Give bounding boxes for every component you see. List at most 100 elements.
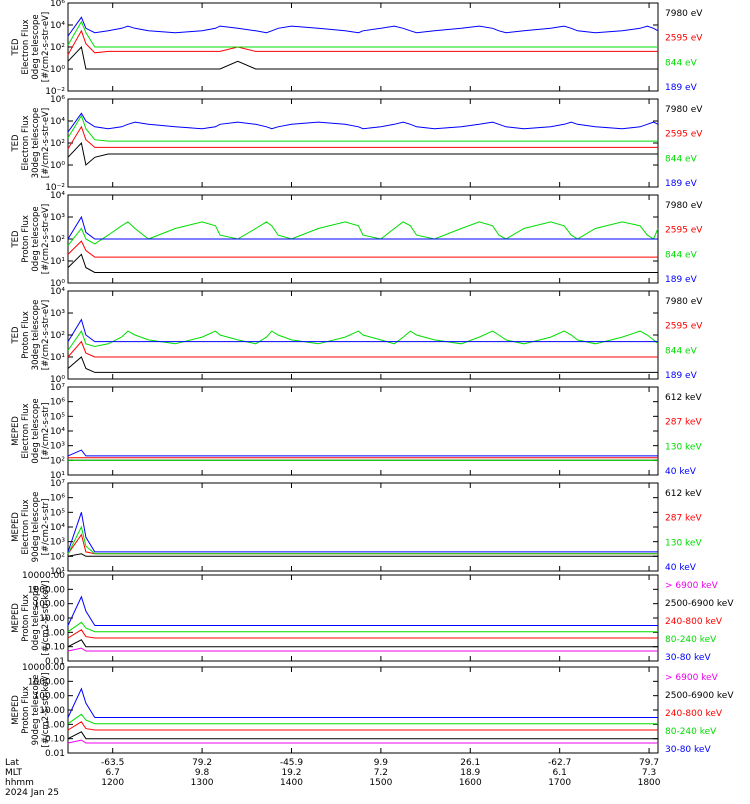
- legend-label: 189 eV: [665, 179, 698, 189]
- footer-lat: -45.9: [280, 758, 304, 768]
- legend-label: 7980 eV: [665, 297, 703, 307]
- series-line: [67, 16, 659, 37]
- y-axis-label-line: [#/cm2-s-str]: [41, 499, 51, 556]
- y-axis-label-line: MEPED: [11, 416, 21, 446]
- series-line: [67, 595, 658, 626]
- footer-mlt: 7.3: [642, 768, 656, 778]
- y-tick-label: 10⁻²: [45, 87, 65, 97]
- footer-row-label: MLT: [5, 768, 23, 778]
- legend-label: 2500-6900 keV: [665, 691, 734, 701]
- footer-hhmm: 1600: [459, 778, 482, 788]
- y-tick-label: 10⁰: [50, 161, 65, 171]
- legend-label: 80-240 keV: [665, 727, 717, 737]
- legend-label: 287 keV: [665, 418, 702, 428]
- footer-mlt: 9.8: [195, 768, 210, 778]
- y-axis-label-line: 30deg telescope: [31, 108, 41, 179]
- series-line: [67, 629, 658, 639]
- plot-frame: [67, 482, 659, 572]
- y-axis-label-line: Proton Flux: [21, 311, 31, 359]
- y-axis-label-line: TED: [11, 326, 21, 345]
- y-tick-label: 10³: [50, 538, 65, 548]
- footer-lat: 26.1: [460, 758, 480, 768]
- footer-lat: 79.7: [639, 758, 659, 768]
- legend-label: 40 keV: [665, 467, 697, 477]
- y-axis-label-line: [#/cm2-s-str-eV]: [41, 12, 51, 82]
- y-tick-label: 10²: [50, 43, 65, 53]
- legend-label: 287 keV: [665, 514, 702, 524]
- y-tick-label: 10⁶: [50, 494, 65, 504]
- series-line: [67, 114, 658, 142]
- y-tick-label: 10⁴: [50, 117, 65, 127]
- legend-label: 130 keV: [665, 442, 702, 452]
- y-axis-label: MEPEDProton Flux0deg telescope[#/cm2-s-s…: [11, 581, 51, 656]
- y-tick-label: 10.00: [39, 706, 65, 716]
- y-tick-label: 10⁻²: [45, 183, 65, 193]
- y-tick-label: 10⁰: [50, 65, 65, 75]
- footer-lat: 79.2: [192, 758, 212, 768]
- y-axis-label-line: TED: [11, 230, 21, 249]
- y-axis-label-line: 90deg telescope: [31, 675, 41, 746]
- footer-row-label: hhmm: [5, 778, 34, 788]
- y-tick-label: 10.00: [39, 614, 65, 624]
- series-line: [67, 45, 658, 70]
- y-axis-label-line: 90deg telescope: [31, 492, 41, 563]
- y-axis-label: TEDElectron Flux30deg telescope[#/cm2-s-…: [11, 108, 51, 179]
- legend-label: 40 keV: [665, 563, 697, 573]
- legend-label: 7980 eV: [665, 105, 703, 115]
- y-axis-label-line: Proton Flux: [21, 594, 31, 642]
- series-line: [67, 713, 658, 725]
- series-line: [67, 356, 658, 373]
- y-tick-label: 10⁶: [50, 95, 65, 105]
- footer-mlt: 6.1: [553, 768, 567, 778]
- legend-label: 240-800 keV: [665, 709, 723, 719]
- y-tick-label: 10⁷: [50, 383, 65, 393]
- y-tick-label: 1.00: [45, 720, 65, 730]
- plot-frame: [67, 386, 659, 476]
- legend-label: 612 keV: [665, 393, 702, 403]
- y-axis-label: TEDProton Flux30deg telescope[#/cm2-s-st…: [11, 300, 51, 371]
- y-axis-label-line: Electron Flux: [21, 499, 31, 554]
- legend-label: 7980 eV: [665, 9, 703, 19]
- y-axis-label: TEDElectron Flux0deg telescope[#/cm2-s-s…: [11, 12, 51, 82]
- legend-label: 612 keV: [665, 489, 702, 499]
- series-line: [67, 240, 658, 258]
- footer-row-label: Lat: [5, 758, 20, 768]
- plot-frame: [67, 574, 659, 662]
- series-line: [67, 253, 658, 273]
- series-line: [67, 553, 658, 557]
- y-axis-label: MEPEDProton Flux90deg telescope[#/cm2-s-…: [11, 673, 51, 748]
- footer-mlt: 6.7: [106, 768, 120, 778]
- y-tick-label: 10¹: [50, 567, 65, 577]
- legend-label: > 6900 keV: [665, 581, 719, 591]
- series-line: [67, 621, 658, 633]
- panel-4: 10⁰ 10¹ 10² 10³ 10⁴ TEDProton Flux30deg teles…: [11, 287, 703, 385]
- footer-hhmm: 1300: [191, 778, 214, 788]
- series-line: [67, 533, 658, 555]
- y-axis-label-line: Electron Flux: [21, 19, 31, 74]
- footer-mlt: 18.9: [460, 768, 480, 778]
- legend-label: 30-80 keV: [665, 653, 711, 663]
- y-tick-label: 10000.00: [22, 663, 65, 673]
- y-tick-label: 1000.00: [28, 585, 65, 595]
- footer-lat: -62.7: [548, 758, 571, 768]
- y-axis-label-line: MEPED: [11, 603, 21, 633]
- y-axis-label: TEDProton Flux0deg telescope[#/cm2-s-str…: [11, 204, 51, 274]
- y-axis-label-line: [#/cm2-s-str-keV]: [41, 581, 51, 656]
- panel-5: 10¹ 10² 10³ 10⁴ 10⁵ 10⁶ 10⁷ MEPEDElectron Flux0…: [11, 383, 702, 481]
- legend-label: 844 eV: [665, 250, 698, 260]
- legend-label: 2595 eV: [665, 226, 703, 236]
- y-tick-label: 10⁴: [50, 191, 65, 201]
- legend-label: 189 eV: [665, 371, 698, 381]
- legend-label: 2595 eV: [665, 322, 703, 332]
- series-line: [67, 687, 658, 718]
- footer-hhmm: 1700: [548, 778, 571, 788]
- legend-label: 844 eV: [665, 58, 698, 68]
- panel-8: 0.010.101.0010.00100.001000.0010000.00ME…: [11, 663, 734, 759]
- y-axis-label-line: 0deg telescope: [31, 585, 41, 650]
- y-tick-label: 10¹: [50, 471, 65, 481]
- series-line: [67, 340, 658, 358]
- y-axis-label-line: 0deg telescope: [31, 14, 41, 79]
- y-tick-label: 10²: [50, 139, 65, 149]
- y-axis-label-line: MEPED: [11, 512, 21, 542]
